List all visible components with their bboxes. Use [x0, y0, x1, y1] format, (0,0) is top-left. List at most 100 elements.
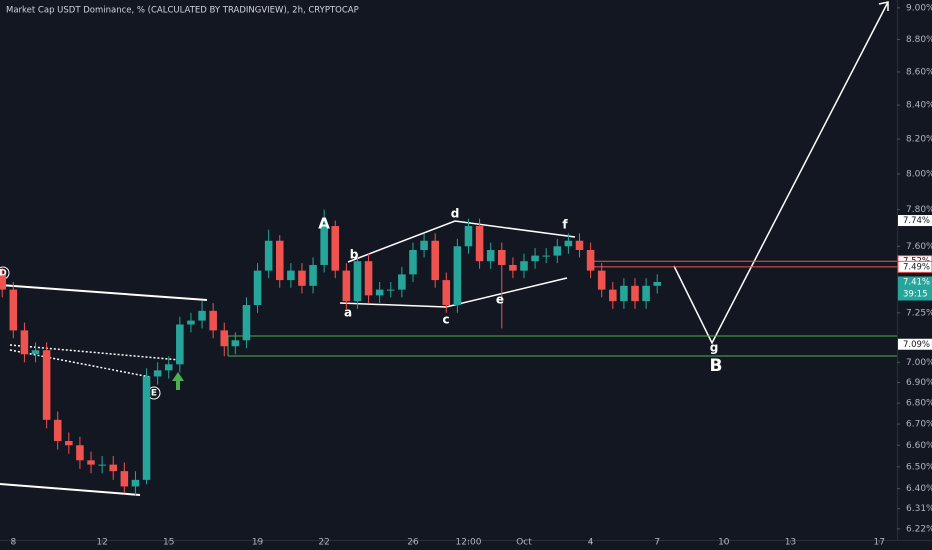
candles [0, 209, 661, 496]
candle-body [142, 376, 151, 480]
y-tick-label: 8.20% [906, 135, 932, 145]
candle-body [187, 320, 195, 325]
candle-body [298, 270, 306, 286]
candle-body [309, 264, 317, 286]
candle-body [275, 240, 284, 281]
x-tick-label: 12:00 [456, 538, 482, 548]
candle-body [642, 285, 650, 302]
wave-label: g [710, 341, 719, 355]
candle-body [609, 289, 617, 302]
candle-body [153, 370, 162, 377]
wave-label: f [562, 218, 568, 232]
candle-body [620, 285, 628, 302]
wave-label: a [344, 306, 352, 320]
price-label: 7.49% [903, 262, 930, 272]
candle-body [20, 330, 29, 355]
candle-body [631, 285, 639, 302]
triangle-upper [347, 220, 576, 263]
trendline [0, 284, 208, 301]
y-tick-label: 6.50% [906, 462, 932, 472]
wave-label: e [496, 293, 504, 307]
candle-body [120, 471, 129, 487]
arrow-head [878, 1, 889, 11]
price-label-box [897, 260, 932, 273]
candle-body [98, 464, 106, 466]
candle-body [464, 226, 473, 247]
candle-body [0, 274, 6, 290]
y-tick-label: 6.22% [906, 524, 932, 534]
y-tick-label: 8.80% [906, 35, 932, 45]
price-label-box [898, 215, 932, 227]
candle-body [65, 440, 73, 446]
chart-title: Market Cap USDT Dominance, % (CALCULATED… [6, 6, 359, 16]
y-tick-label: 7.25% [906, 308, 932, 318]
candle-body [375, 289, 384, 296]
wave-label: B [710, 356, 723, 376]
y-tick-label: 6.70% [906, 420, 932, 430]
candle-body [164, 364, 173, 371]
candle-body [531, 255, 539, 262]
x-tick-label: 7 [654, 538, 660, 548]
wave-label: D [0, 269, 7, 279]
candle-body [342, 270, 351, 302]
wave-label: E [151, 389, 157, 399]
x-tick-label: 22 [318, 538, 329, 548]
candle-body [453, 246, 462, 306]
candle-body [564, 240, 573, 247]
dotted-line [9, 344, 181, 361]
x-tick-label: 26 [407, 538, 419, 548]
candle-body [553, 246, 562, 256]
candle-body [597, 270, 606, 290]
trendline [0, 483, 141, 496]
candle-body [386, 289, 395, 291]
candle-body [31, 350, 40, 355]
x-tick-label: 13 [785, 538, 796, 548]
y-tick-label: 6.60% [906, 441, 932, 451]
candle-body [475, 226, 484, 262]
candle-body [76, 445, 84, 461]
candle-body [498, 249, 506, 265]
y-tick-label: 6.80% [906, 399, 932, 409]
x-tick-label: Oct [516, 538, 532, 548]
x-tick-label: 10 [718, 538, 730, 548]
candle-body [653, 281, 661, 286]
candle-body [220, 330, 229, 347]
price-label-box [898, 338, 932, 350]
candle-body [131, 479, 140, 487]
x-tick-label: 15 [163, 538, 174, 548]
candle-body [320, 226, 328, 265]
candle-body [509, 264, 517, 271]
candle-body [209, 310, 217, 331]
y-tick-label: 8.00% [906, 169, 932, 179]
candle-body [420, 240, 428, 250]
candle-body [431, 240, 439, 281]
x-tick-label: 4 [588, 538, 594, 548]
candle-body [353, 261, 362, 302]
candle-body [575, 240, 584, 250]
candle-body [442, 280, 451, 306]
wave-label: d [451, 207, 460, 221]
y-tick-label: 8.60% [906, 67, 932, 77]
price-label: 7.41% [903, 277, 930, 287]
candle-body [231, 340, 240, 347]
candle-body [87, 460, 95, 465]
candle-body [9, 289, 18, 331]
candle-body [42, 350, 51, 420]
candle-body [586, 249, 595, 271]
x-tick-label: 17 [874, 538, 885, 548]
candle-body [331, 226, 340, 271]
candle-body [364, 261, 373, 296]
wave-label: A [318, 215, 330, 233]
y-tick-label: 6.40% [906, 484, 932, 494]
wave-label: b [350, 248, 359, 262]
candle-body [176, 324, 184, 365]
candle-body [198, 310, 206, 321]
countdown: 39:15 [903, 289, 928, 299]
x-tick-label: 12 [96, 538, 107, 548]
x-tick-label: 19 [252, 538, 264, 548]
arrow-up [172, 372, 184, 390]
candle-body [486, 249, 495, 262]
y-tick-label: 9.00% [906, 3, 932, 13]
